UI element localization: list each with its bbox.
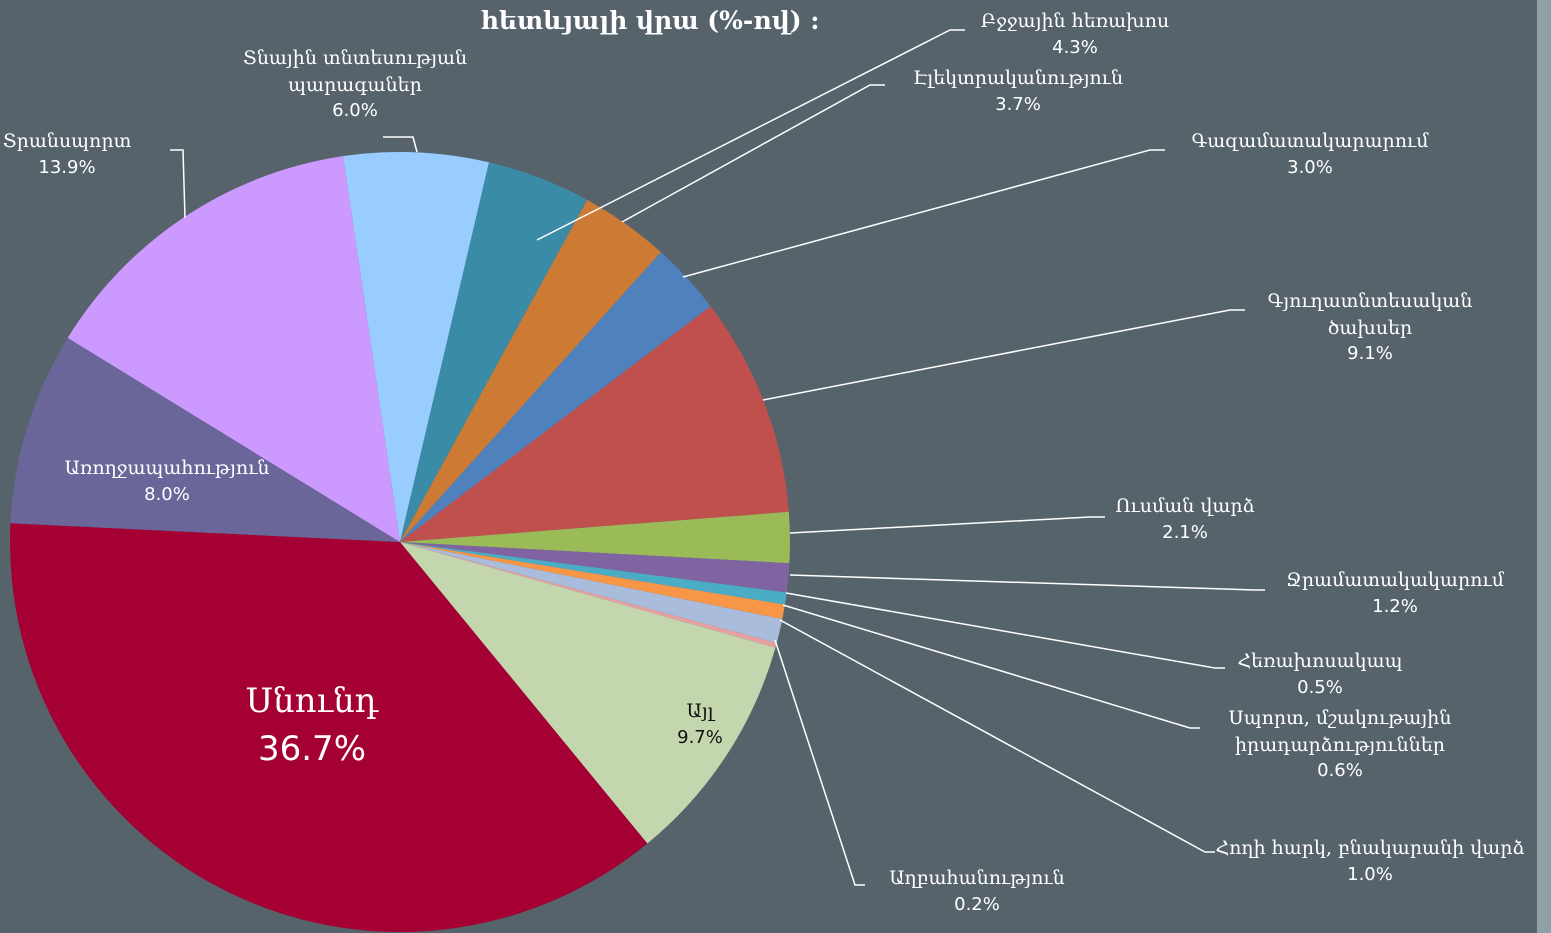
value-label: 8.0%: [144, 483, 190, 505]
pie-slice: [400, 542, 790, 593]
pie-slice: [400, 542, 777, 648]
slice-label: Աղբահանություն 0.2%: [852, 865, 1102, 918]
background-strip: [1537, 0, 1551, 933]
value-label: 4.3%: [1052, 36, 1098, 58]
category-label: Տնային տնտեսության պարագաներ: [242, 47, 468, 96]
category-label: Ջրամատակակարում: [1286, 569, 1504, 591]
value-label: 2.1%: [1162, 521, 1208, 543]
leader-line: [774, 639, 865, 886]
slice-label: Հողի հարկ, բնակարանի վարձ 1.0%: [1200, 835, 1540, 888]
slice-label: Տրանսպորտ 13.9%: [0, 128, 157, 181]
chart-title: հետևյալի վրա (%-ով) :: [480, 6, 820, 35]
category-label: Էլեկտրականություն: [912, 67, 1124, 89]
value-label: 36.7%: [257, 728, 366, 769]
slice-label: Տնային տնտեսության պարագաներ 6.0%: [205, 45, 505, 125]
leader-line: [621, 84, 885, 223]
pie-slice: [400, 199, 661, 542]
category-label: Հողի հարկ, բնակարանի վարձ: [1215, 837, 1525, 859]
leader-line: [779, 619, 1215, 853]
category-label: Գյուղատնտեսական ծախսեր: [1267, 290, 1473, 339]
leader-line: [383, 136, 418, 153]
slice-label: Ուսման վարձ 2.1%: [1085, 493, 1285, 546]
value-label: 0.6%: [1317, 760, 1363, 782]
slice-label: Սպորտ, մշակութային իրադարձություններ 0.6%: [1190, 705, 1490, 785]
slice-label: Սնունդ 36.7%: [162, 678, 462, 773]
value-label: 1.2%: [1372, 595, 1418, 617]
category-label: Գազամատակարարում: [1191, 130, 1429, 152]
slice-label: Էլեկտրականություն 3.7%: [878, 65, 1158, 118]
category-label: Սնունդ: [245, 681, 379, 721]
pie-slice: [10, 337, 401, 542]
pie-slice: [400, 542, 785, 620]
leader-line: [789, 574, 1265, 591]
leader-line: [782, 604, 1200, 729]
category-label: Բջջային հեռախոս: [980, 10, 1170, 32]
category-label: Ուսման վարձ: [1115, 495, 1255, 517]
slice-label: Ջրամատակակարում 1.2%: [1245, 567, 1545, 620]
pie-slice: [400, 542, 783, 643]
leader-line: [762, 309, 1245, 401]
category-label: Առողջապահություն: [64, 457, 270, 479]
pie-slice: [400, 252, 711, 542]
slice-label: Գազամատակարարում 3.0%: [1160, 128, 1460, 181]
value-label: 3.0%: [1287, 156, 1333, 178]
value-label: 3.7%: [995, 93, 1041, 115]
pie-slice: [400, 542, 787, 605]
value-label: 13.9%: [38, 156, 96, 178]
pie-slice: [400, 511, 790, 564]
category-label: Սպորտ, մշակութային իրադարձություններ: [1228, 707, 1452, 756]
pie-slice: [67, 156, 401, 543]
slice-label: Հեռախոսակապ 0.5%: [1205, 648, 1435, 701]
slice-label: Այլ 9.7%: [640, 698, 760, 751]
pie-slice: [400, 162, 588, 542]
pie-slice: [400, 306, 789, 542]
leader-line: [789, 516, 1105, 534]
slice-label: Առողջապահություն 8.0%: [7, 455, 327, 508]
value-label: 9.1%: [1347, 343, 1393, 365]
leader-line: [536, 29, 965, 241]
category-label: Հեռախոսակապ: [1237, 650, 1403, 672]
pie-slice: [10, 523, 648, 932]
value-label: 0.2%: [954, 893, 1000, 915]
pie-slice: [343, 151, 490, 542]
category-label: Տրանսպորտ: [2, 130, 132, 152]
category-label: Աղբահանություն: [889, 867, 1065, 889]
value-label: 6.0%: [332, 100, 378, 122]
leader-line: [682, 149, 1165, 278]
value-label: 0.5%: [1297, 676, 1343, 698]
leader-line: [170, 149, 186, 219]
pie-slice: [400, 542, 776, 844]
category-label: Այլ: [686, 700, 714, 722]
value-label: 9.7%: [677, 726, 723, 748]
slice-label: Գյուղատնտեսական ծախսեր 9.1%: [1245, 288, 1495, 368]
value-label: 1.0%: [1347, 863, 1393, 885]
leader-line: [785, 592, 1225, 669]
slice-label: Բջջային հեռախոս 4.3%: [945, 8, 1205, 61]
